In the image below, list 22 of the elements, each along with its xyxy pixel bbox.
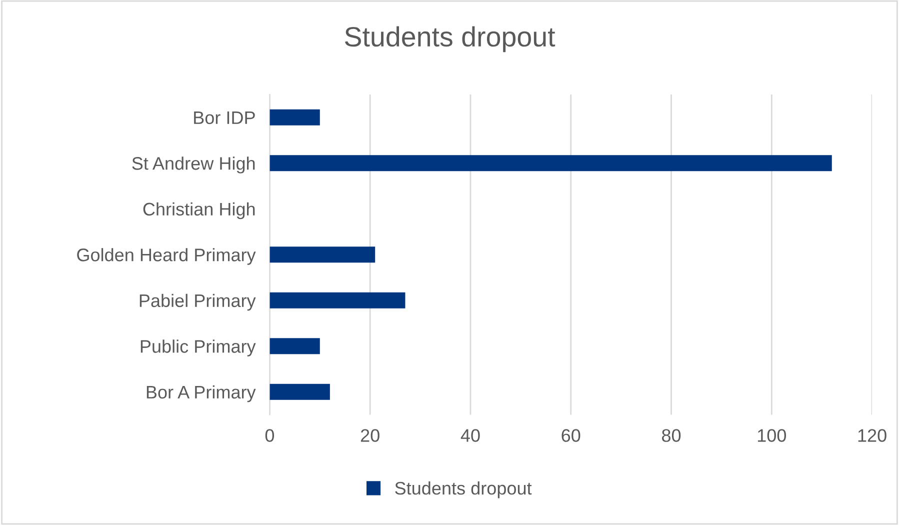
x-tick-label: 120 — [858, 429, 886, 442]
y-tick-label: Bor IDP — [194, 111, 255, 124]
bar — [270, 246, 376, 263]
x-tick-label: 100 — [758, 429, 786, 442]
bar — [270, 292, 406, 308]
y-tick-label: Public Primary — [140, 340, 256, 356]
x-tick-label: 60 — [562, 429, 580, 442]
legend-label: Students dropout — [395, 481, 532, 498]
x-tick-label: 80 — [662, 429, 681, 442]
bar — [270, 338, 320, 354]
chart-title: Students dropout — [344, 26, 556, 52]
y-tick-label: Golden Heard Primary — [77, 248, 256, 265]
x-tick-label: 0 — [265, 429, 274, 442]
y-tick-label: St Andrew High — [132, 156, 255, 174]
x-tick-label: 20 — [360, 429, 380, 442]
y-tick-label: Pabiel Primary — [140, 294, 256, 311]
bar — [270, 109, 320, 126]
x-tick-label: 40 — [460, 429, 480, 442]
y-tick-label: Bor A Primary — [146, 385, 256, 402]
bar — [270, 155, 832, 172]
bar — [270, 384, 330, 400]
y-tick-label: Christian High — [143, 202, 255, 220]
